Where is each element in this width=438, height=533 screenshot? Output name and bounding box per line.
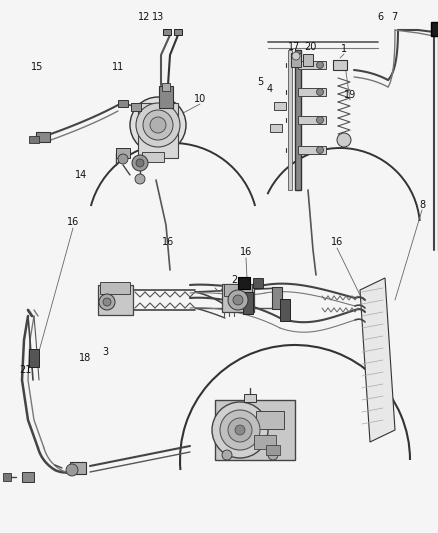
Circle shape [66,464,78,476]
Text: 4: 4 [267,84,273,94]
Bar [29,135,39,142]
Text: 15: 15 [31,62,43,72]
Circle shape [135,174,145,184]
Bar [288,50,292,190]
Text: 16: 16 [240,247,252,257]
Text: 21: 21 [19,365,31,375]
Bar [98,285,133,315]
Bar [272,287,282,309]
Bar [253,278,263,288]
Text: 3: 3 [102,347,108,357]
Bar [116,148,130,158]
Bar [298,146,326,154]
Text: 7: 7 [391,12,397,22]
Bar [118,100,128,107]
Circle shape [317,88,324,95]
Text: 19: 19 [344,90,356,100]
Bar [215,400,295,460]
Circle shape [150,117,166,133]
Bar [295,50,301,190]
Circle shape [268,450,278,460]
Bar [142,152,164,162]
Bar [270,124,282,132]
Text: 20: 20 [304,42,316,52]
Text: 5: 5 [257,77,263,87]
Circle shape [235,425,245,435]
Circle shape [233,295,243,305]
Circle shape [317,61,324,69]
Circle shape [103,298,111,306]
Bar [222,284,254,312]
Text: 18: 18 [79,353,91,363]
Text: 6: 6 [244,281,250,291]
Circle shape [212,402,268,458]
Circle shape [220,410,260,450]
Bar [29,349,39,367]
Circle shape [292,52,300,60]
Text: 7: 7 [257,281,263,291]
Bar [280,299,290,321]
Circle shape [337,133,351,147]
Circle shape [317,147,324,154]
Text: 16: 16 [331,237,343,247]
Circle shape [228,418,252,442]
Bar [159,86,173,108]
Text: 8: 8 [419,200,425,210]
Bar [298,88,326,96]
Circle shape [136,103,180,147]
Bar [431,22,438,36]
Circle shape [143,110,173,140]
Bar [162,83,170,91]
Bar [333,60,347,70]
Bar [254,435,276,449]
Text: 16: 16 [162,237,174,247]
Bar [244,394,256,402]
Bar [256,411,284,429]
Circle shape [317,117,324,124]
Bar [303,54,313,66]
Bar [22,472,34,482]
Bar [100,282,130,294]
Circle shape [132,155,148,171]
Text: 12: 12 [138,12,150,22]
Bar [266,445,280,455]
Bar [70,462,86,474]
Circle shape [130,97,186,153]
Bar [3,473,11,481]
Circle shape [136,159,144,167]
Text: 10: 10 [194,94,206,104]
Text: 13: 13 [152,12,164,22]
Bar [224,284,252,296]
Circle shape [99,294,115,310]
Bar [174,29,182,35]
Bar [36,132,50,142]
Circle shape [118,154,128,164]
Circle shape [228,290,248,310]
Bar [274,102,286,110]
Circle shape [222,450,232,460]
Bar [238,277,250,289]
Bar [291,53,301,67]
Bar [298,61,326,69]
Text: 16: 16 [67,217,79,227]
Text: 17: 17 [288,42,300,52]
Text: 6: 6 [377,12,383,22]
Text: 2: 2 [231,275,237,285]
Bar [131,103,141,111]
Bar [298,116,326,124]
Text: 1: 1 [341,44,347,54]
Bar [163,29,171,35]
Text: 11: 11 [112,62,124,72]
Text: 14: 14 [75,170,87,180]
Polygon shape [360,278,395,442]
Bar [138,102,178,157]
Bar [243,292,253,314]
